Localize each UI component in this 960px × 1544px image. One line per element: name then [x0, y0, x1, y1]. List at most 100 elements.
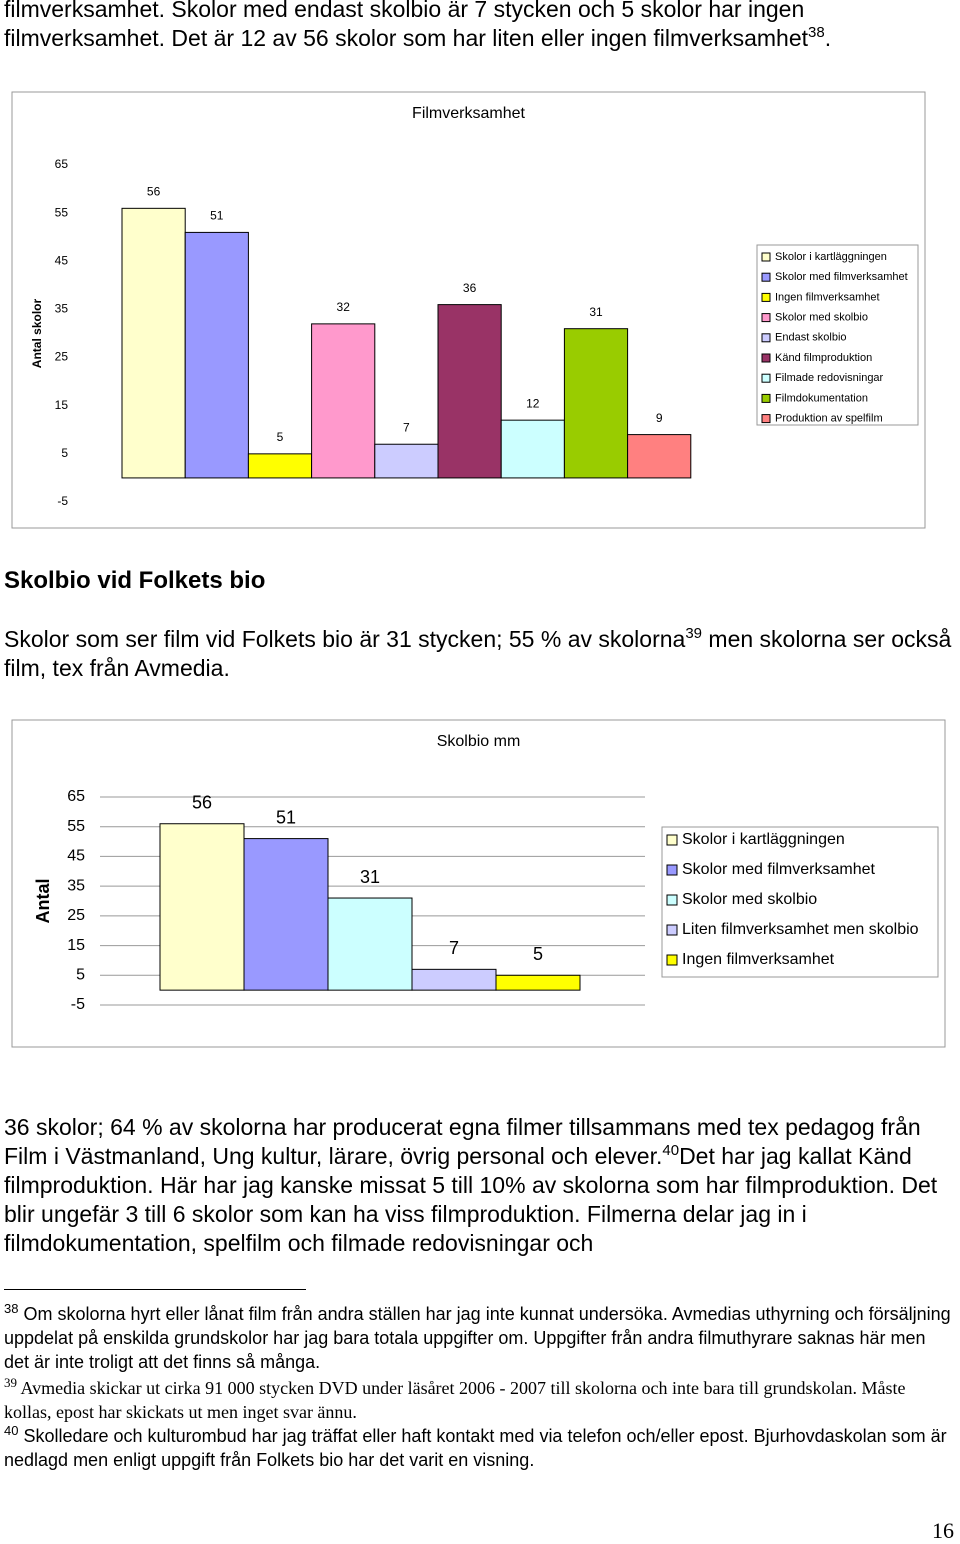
y-tick-label: 25 [67, 907, 85, 924]
bar [411, 968, 497, 991]
y-axis-label: Antal [33, 879, 53, 924]
y-tick-label: 55 [67, 818, 85, 835]
paragraph: Skolor som ser film vid Folkets bio är 3… [4, 625, 954, 683]
legend-label: Skolor med skolbio [682, 891, 817, 908]
y-tick-label: 5 [61, 446, 68, 460]
legend-swatch [666, 864, 678, 876]
footnote-mark: 38 [4, 1301, 19, 1316]
y-tick-label: 35 [67, 877, 85, 894]
text: 36 skolor; 64 % av skolorna har producer… [4, 1114, 921, 1169]
legend [756, 244, 919, 426]
data-label: 51 [210, 209, 224, 223]
data-label: 56 [147, 185, 161, 199]
legend-swatch [666, 834, 678, 846]
footnote-text: Om skolorna hyrt eller lånat film från a… [4, 1304, 951, 1372]
footnote-mark: 39 [4, 1375, 17, 1390]
legend-label: Liten filmverksamhet men skolbio [682, 921, 919, 938]
legend-swatch [666, 894, 678, 906]
legend-swatch [761, 353, 771, 363]
legend-label: Ingen filmverksamhet [682, 951, 835, 968]
y-tick-label: 5 [76, 967, 85, 984]
bar [311, 323, 376, 479]
text: . [824, 25, 832, 51]
footnote-ref: 39 [685, 625, 703, 642]
bar [437, 304, 502, 479]
bar [247, 453, 313, 479]
legend-label: Produktion av spelfilm [775, 413, 883, 425]
text: Skolor som ser film vid Folkets bio är 3… [4, 626, 686, 652]
legend-label: Skolor i kartläggningen [682, 831, 845, 848]
legend [661, 826, 939, 978]
footnote-mark: 40 [4, 1423, 19, 1438]
legend-swatch [666, 954, 678, 966]
data-label: 32 [337, 300, 351, 314]
data-label: 9 [656, 411, 663, 425]
data-label: 12 [526, 396, 540, 410]
bar [500, 419, 565, 479]
bar [327, 897, 413, 991]
legend-label: Ingen filmverksamhet [775, 291, 880, 303]
footnote-rule [4, 1289, 306, 1290]
y-tick-label: 45 [55, 253, 69, 267]
heading: Skolbio vid Folkets bio [4, 567, 266, 594]
footnote-ref: 40 [662, 1142, 680, 1159]
data-label: 7 [449, 938, 459, 958]
y-tick-label: -5 [57, 494, 68, 508]
y-tick-label: 45 [67, 848, 85, 865]
legend-label: Skolor med filmverksamhet [775, 271, 908, 283]
intro: filmverksamhet. Skolor med endast skolbi… [4, 0, 954, 53]
footnote: 39 Avmedia skickar ut cirka 91 000 styck… [4, 1376, 954, 1424]
legend-swatch [761, 252, 771, 262]
legend-swatch [761, 393, 771, 403]
bar [374, 443, 439, 479]
bar [121, 207, 186, 479]
chart-title: Skolbio mm [437, 733, 521, 750]
bar [495, 974, 581, 991]
bar [563, 328, 629, 479]
bar [243, 838, 329, 991]
y-tick-label: -5 [71, 996, 85, 1013]
legend-swatch [761, 333, 771, 343]
legend-label: Skolor i kartläggningen [775, 251, 887, 263]
chart-title: Filmverksamhet [412, 105, 525, 122]
y-tick-label: 35 [55, 302, 69, 316]
bar [159, 823, 245, 991]
y-axis-label: Antal skolor [30, 299, 44, 369]
legend-swatch [761, 272, 771, 282]
data-label: 56 [192, 792, 212, 812]
y-tick-label: 55 [55, 205, 69, 219]
data-label: 36 [463, 281, 477, 295]
y-tick-label: 65 [55, 157, 69, 171]
legend-swatch [666, 924, 678, 936]
data-label: 51 [276, 807, 296, 827]
legend-swatch [761, 414, 771, 424]
data-label: 5 [277, 430, 284, 444]
legend-label: Skolor med skolbio [775, 312, 868, 324]
bar [184, 231, 249, 479]
y-tick-label: 65 [67, 788, 85, 805]
text: filmverksamhet. Skolor med endast skolbi… [4, 0, 809, 51]
data-label: 5 [533, 944, 543, 964]
y-tick-label: 15 [55, 398, 69, 412]
footnote-text: Skolledare och kulturombud har jag träff… [4, 1426, 947, 1470]
text: Det har jag kallat Känd filmproduktion. … [4, 1143, 938, 1256]
legend-label: Känd filmproduktion [775, 352, 872, 364]
data-label: 31 [589, 305, 603, 319]
footnote-ref: 38 [808, 24, 825, 41]
legend-label: Filmdokumentation [775, 392, 868, 404]
data-label: 31 [360, 867, 380, 887]
legend-swatch [761, 373, 771, 383]
legend-label: Filmade redovisningar [775, 372, 884, 384]
bar [627, 434, 692, 479]
legend-swatch [761, 313, 771, 323]
footnote-text: Avmedia skickar ut cirka 91 000 stycken … [4, 1378, 906, 1422]
legend-swatch [761, 292, 771, 302]
text: men skolorna ser också film, tex från Av… [4, 626, 952, 681]
footnote: 40 Skolledare och kulturombud har jag tr… [4, 1424, 954, 1472]
y-tick-label: 15 [67, 937, 85, 954]
legend-label: Skolor med filmverksamhet [682, 861, 876, 878]
paragraph: 36 skolor; 64 % av skolorna har producer… [4, 1113, 954, 1258]
footnote: 38 Om skolorna hyrt eller lånat film frå… [4, 1302, 954, 1374]
